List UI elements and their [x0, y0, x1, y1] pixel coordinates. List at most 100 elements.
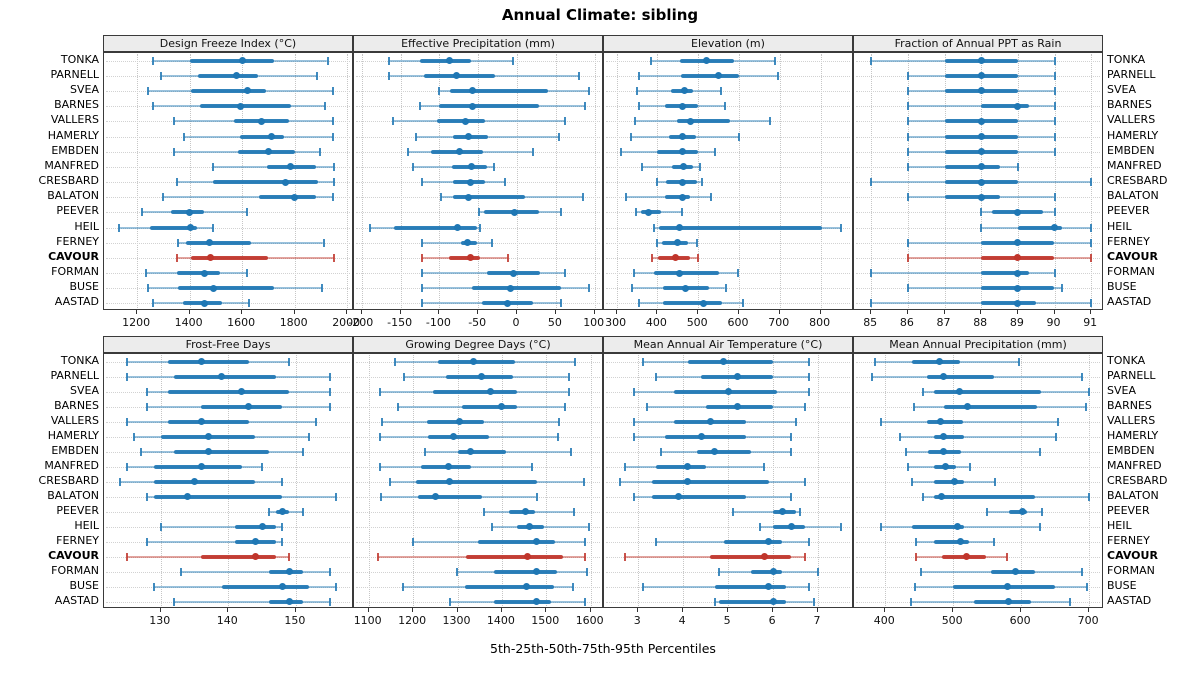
cap-5th	[151, 56, 154, 65]
x-gridline	[818, 355, 819, 606]
station-label-left-cavour: CAVOUR	[48, 249, 99, 263]
cap-5th	[904, 447, 907, 456]
median-dot	[675, 224, 683, 231]
axis-tick-label: 6	[768, 614, 776, 627]
cap-95th	[723, 102, 726, 111]
cap-95th	[1053, 71, 1056, 80]
cap-95th	[1056, 417, 1059, 426]
interval-25-75	[428, 434, 489, 439]
cap-95th	[839, 522, 842, 531]
cap-95th	[567, 387, 570, 396]
axis-tick	[1090, 310, 1092, 314]
row-gridline	[106, 571, 350, 573]
cap-5th	[146, 537, 149, 546]
interval-25-75	[934, 434, 965, 439]
axis-tick	[738, 310, 739, 314]
cap-95th	[968, 462, 971, 471]
cap-95th	[491, 238, 494, 247]
median-dot	[940, 433, 948, 440]
median-dot	[453, 224, 461, 231]
median-dot	[675, 269, 683, 277]
axis-tick	[412, 608, 414, 612]
cap-5th	[376, 552, 379, 561]
median-dot	[532, 598, 540, 605]
median-dot	[446, 57, 453, 65]
cap-95th	[315, 417, 318, 426]
cap-5th	[911, 477, 914, 486]
station-label-left-parnell: PARNELL	[50, 67, 99, 81]
interval-25-75	[934, 479, 965, 484]
cap-95th	[584, 537, 587, 546]
interval-25-75	[1008, 509, 1028, 514]
cap-5th	[420, 299, 423, 308]
station-label-right-cavour: CAVOUR	[1107, 548, 1158, 562]
row-gridline	[606, 303, 850, 305]
interval-25-75	[433, 389, 518, 394]
station-label-left-tonka: TONKA	[60, 52, 99, 66]
median-dot	[684, 463, 692, 470]
axis-tick-label: 800	[809, 316, 831, 329]
cap-95th	[584, 102, 587, 111]
median-dot	[282, 178, 289, 186]
cap-95th	[308, 432, 311, 441]
axis-tick	[477, 310, 479, 314]
cap-5th	[387, 56, 390, 65]
panel-title-elevation: Elevation (m)	[691, 37, 765, 50]
station-label-right-ferney: FERNEY	[1107, 234, 1150, 248]
median-dot	[506, 284, 514, 292]
row-gridline	[856, 227, 1100, 229]
interval-25-75	[494, 569, 557, 574]
whisker-5-95	[871, 272, 1055, 275]
cap-95th	[316, 71, 318, 80]
whisker-5-95	[163, 196, 333, 199]
axis-tick	[682, 608, 684, 612]
row-gridline	[606, 466, 850, 468]
panel-title-effective-precipitation: Effective Precipitation (mm)	[401, 37, 555, 50]
cap-5th	[132, 432, 135, 441]
cap-95th	[281, 522, 284, 531]
station-label-right-hamerly: HAMERLY	[1107, 428, 1159, 442]
panel-plot-mean-annual-precipitation	[853, 353, 1103, 608]
row-gridline	[856, 526, 1100, 528]
cap-5th	[906, 238, 909, 247]
row-gridline	[356, 541, 600, 543]
interval-25-75	[466, 554, 563, 559]
panel-title-mean-annual-precipitation: Mean Annual Precipitation (mm)	[889, 338, 1067, 351]
median-dot	[187, 224, 195, 231]
cap-5th	[632, 269, 635, 278]
cap-95th	[281, 537, 284, 546]
axis-tick-label: 1500	[531, 614, 560, 627]
cap-95th	[720, 86, 722, 95]
interval-25-75	[687, 359, 773, 364]
cap-5th	[619, 477, 622, 486]
interval-25-75	[944, 164, 1000, 169]
panel-header-mean-annual-air-temperature: Mean Annual Air Temperature (°C)	[603, 336, 853, 353]
median-dot	[467, 448, 475, 455]
median-dot	[197, 358, 205, 365]
station-label-right-cavour: CAVOUR	[1107, 249, 1158, 263]
median-dot	[1019, 508, 1026, 515]
cap-95th	[724, 284, 727, 293]
median-dot	[769, 568, 777, 575]
axis-tick	[637, 608, 639, 612]
cap-95th	[586, 567, 589, 576]
cap-5th	[980, 223, 983, 232]
median-dot	[706, 418, 714, 425]
median-dot	[204, 448, 212, 455]
axis-tick-label: 600	[1009, 614, 1031, 627]
cap-5th	[146, 284, 149, 293]
cap-5th	[153, 582, 155, 591]
cap-5th	[906, 253, 909, 262]
station-label-left-manfred: MANFRED	[44, 458, 99, 472]
panel-title-fraction-annual-ppt-as-rain: Fraction of Annual PPT as Rain	[894, 37, 1062, 50]
cap-5th	[126, 357, 128, 366]
station-label-right-hamerly: HAMERLY	[1107, 128, 1159, 142]
station-label-right-forman: FORMAN	[1107, 265, 1155, 279]
median-dot	[765, 538, 773, 545]
cap-95th	[1090, 178, 1093, 186]
cap-5th	[415, 132, 418, 141]
cap-95th	[558, 132, 560, 141]
median-dot	[209, 284, 217, 292]
station-label-right-peever: PEEVER	[1107, 503, 1150, 517]
cap-95th	[803, 477, 806, 486]
